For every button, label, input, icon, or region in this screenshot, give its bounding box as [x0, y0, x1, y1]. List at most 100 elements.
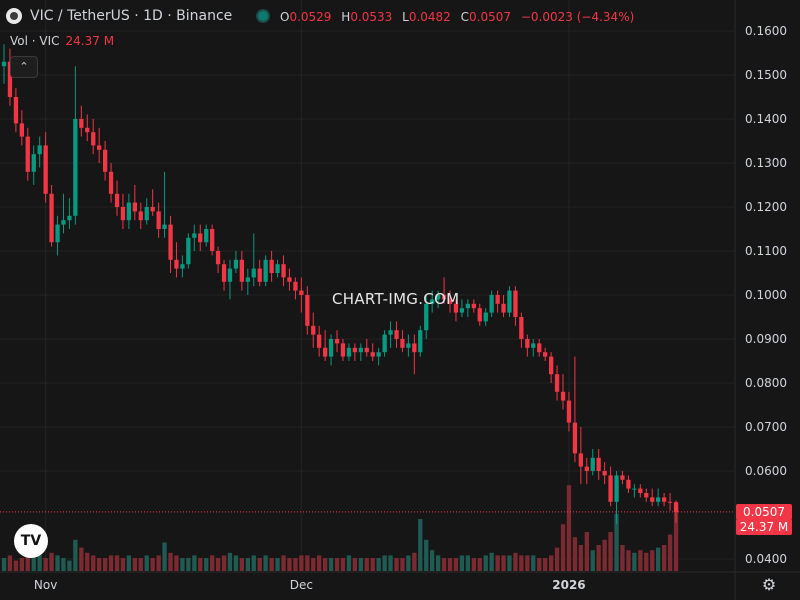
chart-header: VIC / TetherUS · 1D · Binance O0.0529 H0…: [0, 0, 740, 30]
candle-body: [311, 325, 316, 335]
volume-bar: [198, 558, 203, 571]
candle-body: [376, 352, 381, 357]
volume-bar: [85, 552, 90, 571]
vic-coin-icon: [6, 8, 22, 24]
candle-body: [7, 61, 13, 97]
candle-body: [120, 207, 126, 221]
candle-body: [519, 317, 524, 339]
candle-body: [79, 119, 84, 128]
volume-bar: [43, 558, 48, 571]
volume-bar: [662, 545, 667, 571]
volume-bar: [400, 558, 405, 571]
volume-bar: [549, 555, 554, 571]
candle-body: [644, 493, 649, 498]
volume-bar: [370, 558, 375, 571]
tradingview-logo-icon[interactable]: TV: [14, 524, 48, 558]
volume-bar: [667, 534, 673, 571]
volume-bar: [138, 558, 143, 571]
volume-bar: [650, 550, 655, 571]
open-label: O: [280, 10, 290, 24]
volume-bar: [323, 558, 328, 571]
price-tick-label: 0.1000: [745, 288, 787, 302]
candle-body: [388, 330, 393, 335]
candle-body: [168, 224, 173, 260]
candle-body: [656, 497, 661, 502]
volume-bar: [430, 550, 435, 571]
candle-body: [174, 259, 179, 269]
volume-bar: [602, 539, 607, 571]
candle-body: [215, 251, 221, 265]
volume-bar: [406, 555, 411, 571]
volume-bar: [626, 550, 631, 571]
volume-bars: [1, 485, 679, 571]
gear-icon[interactable]: ⚙: [761, 575, 777, 594]
candle-body: [132, 202, 137, 212]
candle-body: [299, 290, 304, 295]
candle-body: [489, 295, 494, 313]
low-value: 0.0482: [408, 10, 451, 24]
candle-body: [305, 295, 310, 326]
volume-bar: [358, 558, 363, 571]
candle-body: [537, 343, 542, 353]
candle-body: [590, 457, 595, 471]
candle-body: [662, 497, 667, 502]
candle-body: [162, 224, 167, 229]
candle-body: [245, 277, 250, 282]
candle-body: [257, 268, 262, 282]
volume-bar: [578, 545, 583, 571]
price-tick-label: 0.1200: [745, 200, 787, 214]
volume-bar: [150, 558, 155, 571]
volume-bar: [204, 558, 209, 571]
volume-bar: [554, 547, 560, 571]
candle-body: [560, 391, 566, 401]
candle-body: [156, 211, 161, 229]
volume-bar: [269, 558, 274, 571]
candle-body: [269, 259, 274, 273]
volume-bar: [103, 558, 108, 571]
candle-body: [543, 352, 548, 357]
volume-bar: [394, 558, 399, 571]
candle-body: [430, 299, 435, 304]
candle-body: [447, 299, 453, 304]
volume-bar: [1, 558, 7, 571]
volume-bar: [174, 555, 179, 571]
volume-bar: [233, 555, 239, 571]
candle-body: [495, 295, 500, 304]
candle-body: [501, 303, 506, 313]
volume-bar: [305, 555, 310, 571]
candle-body: [531, 343, 536, 348]
candle-body: [549, 356, 554, 375]
volume-bar: [638, 550, 643, 571]
symbol-title[interactable]: VIC / TetherUS · 1D · Binance: [30, 8, 233, 24]
volume-bar: [489, 552, 494, 571]
candle-body: [108, 171, 114, 194]
price-tick-label: 0.0400: [745, 552, 787, 566]
volume-bar: [501, 555, 506, 571]
volume-bar: [483, 555, 488, 571]
volume-bar: [507, 555, 512, 571]
volume-bar: [436, 555, 441, 571]
candle-body: [572, 422, 578, 454]
candle-body: [477, 308, 482, 322]
candle-body: [233, 259, 239, 269]
volume-bar: [210, 555, 215, 571]
candle-body: [192, 233, 197, 238]
volume-bar: [513, 552, 518, 571]
volume-bar: [180, 558, 185, 571]
price-tick-label: 0.0900: [745, 332, 787, 346]
candle-body: [204, 229, 209, 243]
volume-bar: [67, 560, 72, 571]
price-tick-label: 0.0600: [745, 464, 787, 478]
volume-bar: [572, 537, 578, 571]
candle-body: [465, 303, 470, 309]
volume-bar: [447, 558, 453, 571]
volume-bar: [293, 558, 298, 571]
collapse-legend-button[interactable]: ⌃: [10, 56, 38, 78]
candle-body: [1, 61, 7, 67]
candle-body: [424, 303, 429, 331]
candle-body: [198, 233, 203, 243]
candle-body: [566, 400, 572, 423]
volume-bar: [644, 552, 649, 571]
volume-bar: [162, 542, 167, 571]
